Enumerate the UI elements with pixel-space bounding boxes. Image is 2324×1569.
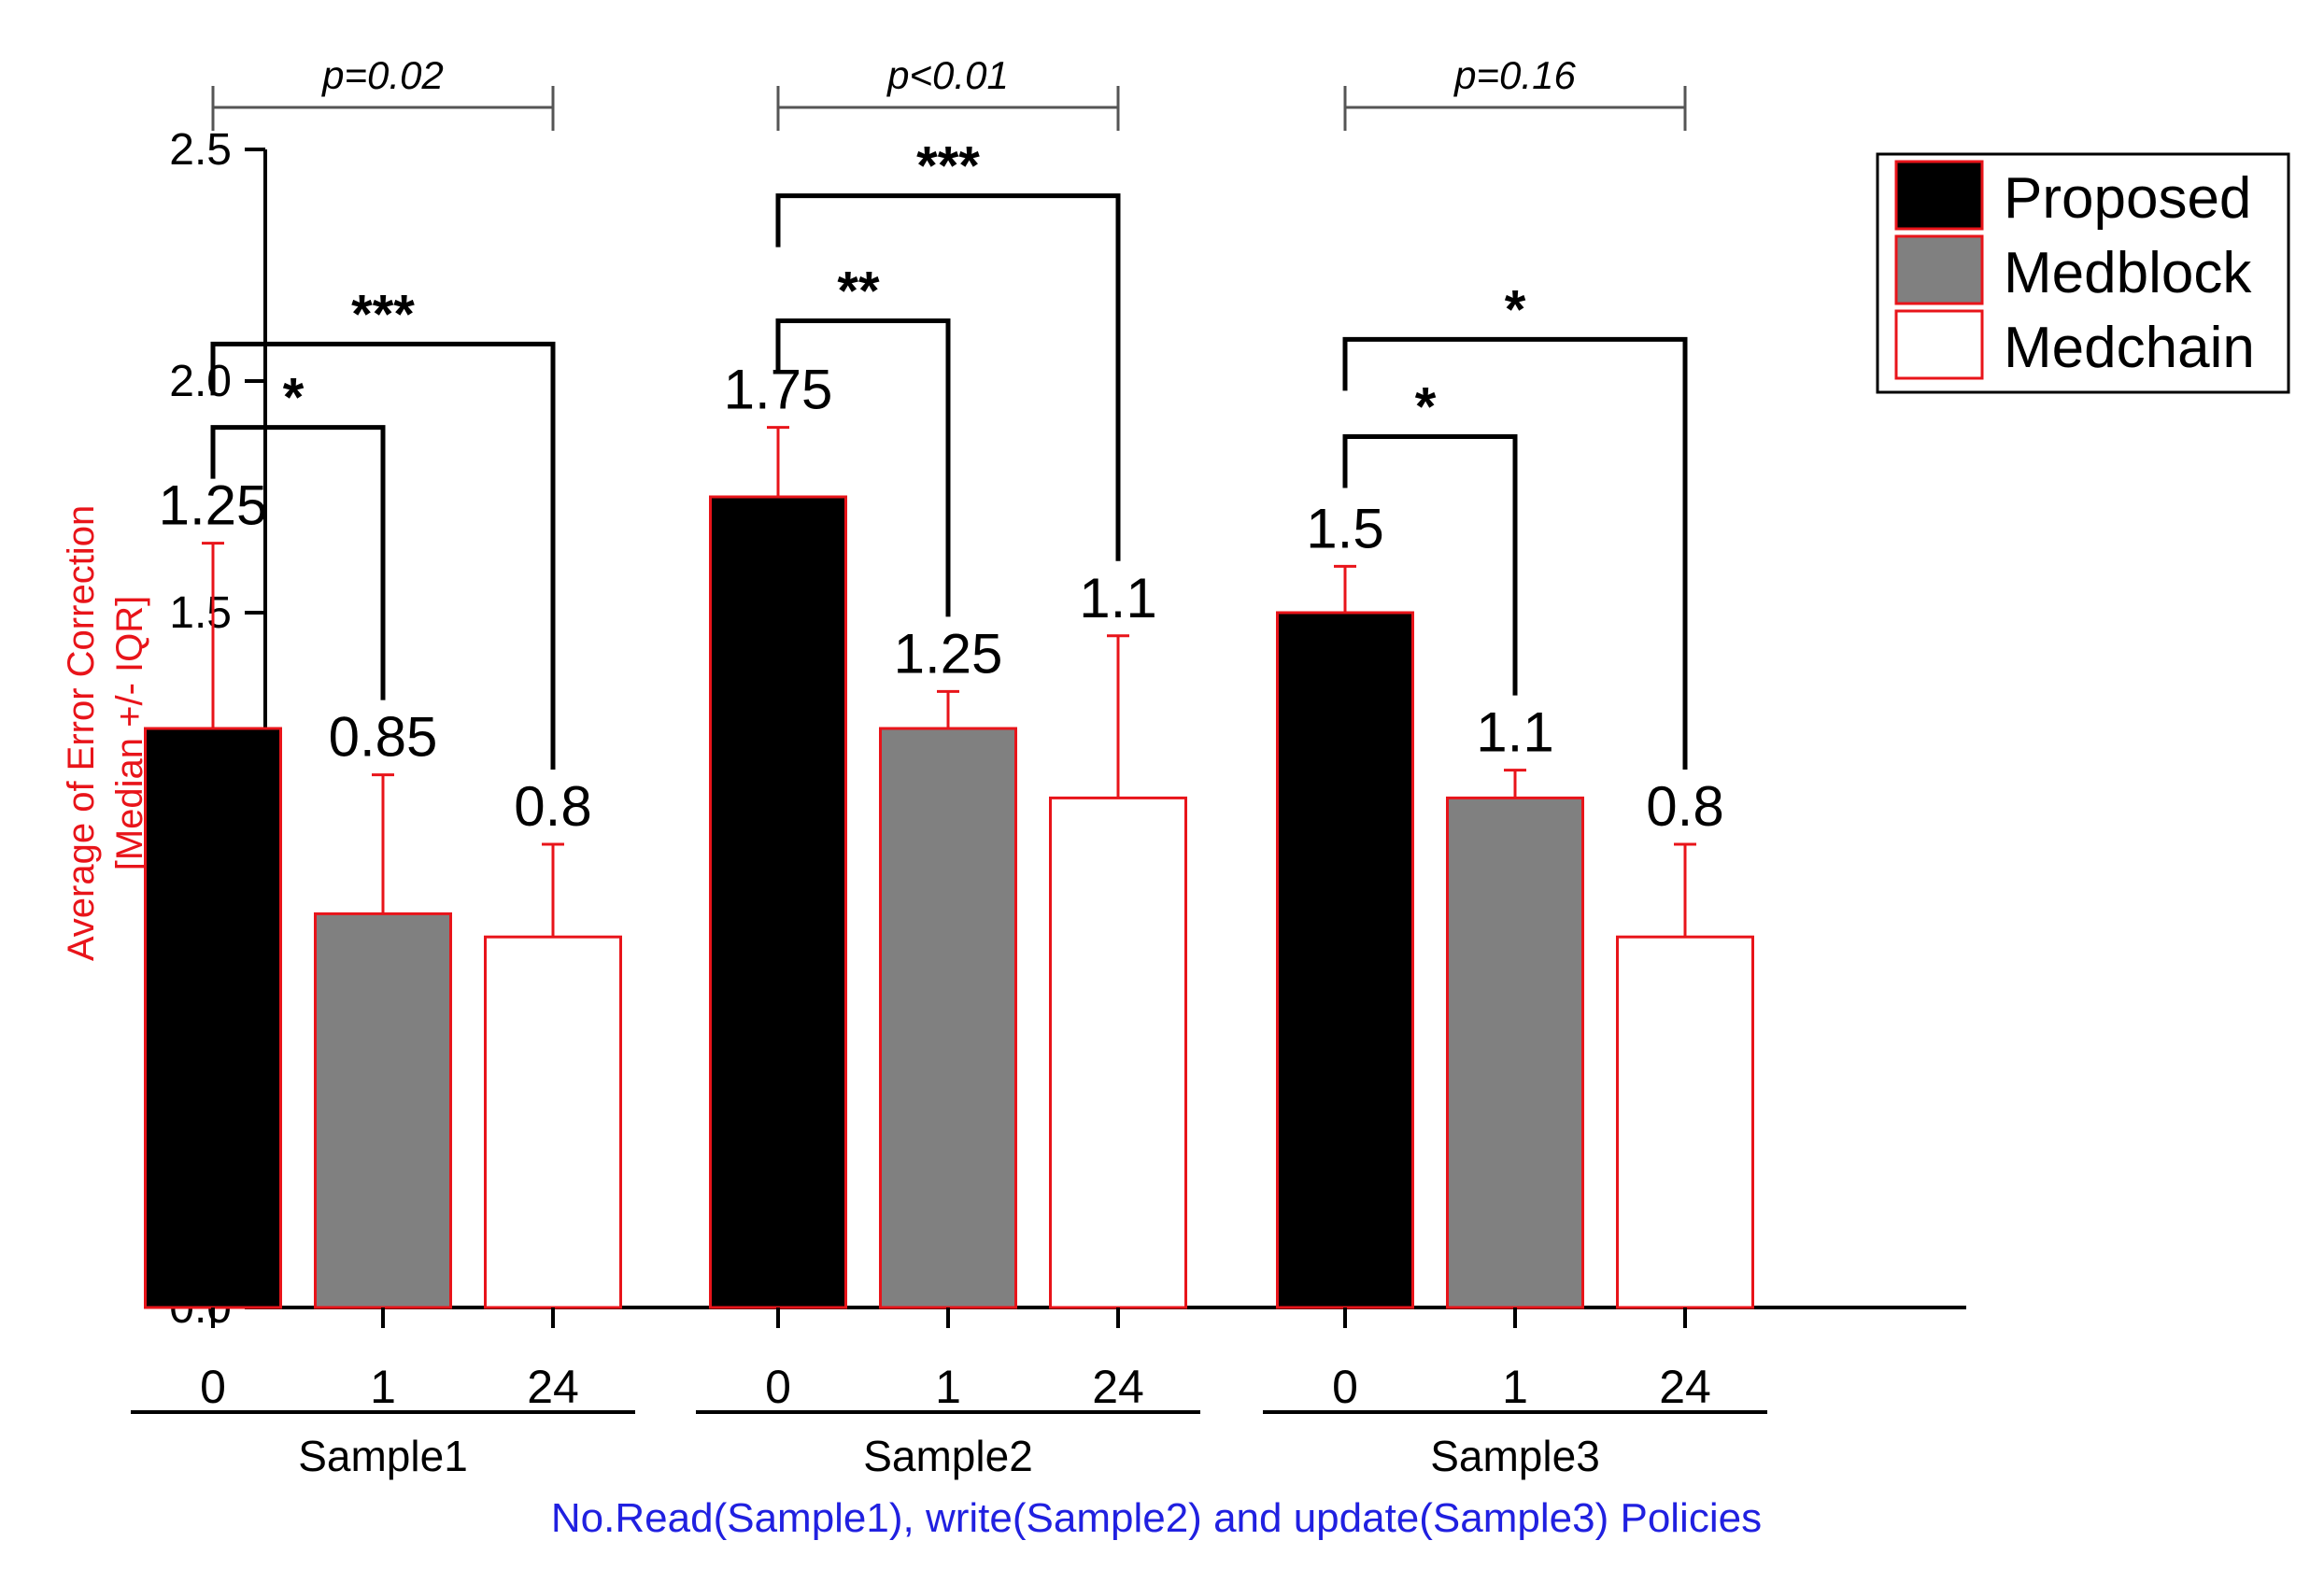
significance-stars: * <box>1505 279 1526 340</box>
bar-medblock-sample1 <box>314 912 452 1309</box>
pvalue-label: p=0.16 <box>1452 53 1576 97</box>
y-tick-label: 2.5 <box>169 125 232 175</box>
significance-stars: ** <box>837 262 880 322</box>
bar-proposed-sample2 <box>709 495 847 1309</box>
y-axis-label-sub: [Median +/- IQR] <box>109 596 150 871</box>
x-axis-label: No.Read(Sample1), write(Sample2) and upd… <box>551 1495 1762 1541</box>
y-axis-label: Average of Error Correction <box>61 505 102 961</box>
group-label: Sample1 <box>298 1432 468 1480</box>
significance-stars: *** <box>916 136 980 197</box>
bar-medblock-sample2 <box>879 727 1017 1309</box>
x-category-label: 0 <box>1332 1361 1358 1413</box>
data-label: 1.5 <box>1306 497 1383 559</box>
data-label: 0.8 <box>514 775 591 838</box>
y-tick-label: 1.5 <box>169 588 232 638</box>
data-label: 1.1 <box>1079 567 1156 629</box>
x-category-label: 1 <box>370 1361 396 1413</box>
significance-stars: *** <box>351 284 415 345</box>
pvalue-label: p<0.01 <box>886 53 1009 97</box>
legend-swatch-medblock <box>1894 234 1984 305</box>
legend-swatch-proposed <box>1894 160 1984 231</box>
data-label: 0.8 <box>1646 775 1723 838</box>
significance-stars: * <box>1415 377 1437 438</box>
legend-swatch-medchain <box>1894 309 1984 380</box>
x-category-label: 24 <box>527 1361 579 1413</box>
data-label: 1.25 <box>894 622 1003 685</box>
pvalue-label: p=0.02 <box>320 53 444 97</box>
bar-medchain-sample1 <box>484 935 622 1309</box>
significance-bracket <box>210 341 556 770</box>
x-category-label: 24 <box>1092 1361 1144 1413</box>
bar-proposed-sample3 <box>1276 611 1414 1309</box>
x-category-label: 0 <box>200 1361 226 1413</box>
legend-label: Medchain <box>2004 316 2255 380</box>
significance-bracket <box>775 193 1121 561</box>
legend-label: Proposed <box>2004 166 2251 231</box>
bar-medchain-sample3 <box>1616 935 1754 1309</box>
group-label: Sample2 <box>863 1432 1033 1480</box>
x-category-label: 1 <box>1502 1361 1528 1413</box>
data-label: 1.1 <box>1476 701 1553 764</box>
bar-proposed-sample1 <box>144 727 282 1309</box>
x-category-label: 1 <box>935 1361 961 1413</box>
data-label: 0.85 <box>329 706 438 769</box>
significance-bracket <box>775 318 951 617</box>
bar-medblock-sample3 <box>1446 796 1584 1309</box>
legend-label: Medblock <box>2004 241 2252 305</box>
data-label: 1.25 <box>159 474 268 537</box>
x-category-label: 24 <box>1659 1361 1711 1413</box>
x-category-label: 0 <box>765 1361 791 1413</box>
significance-stars: * <box>283 368 305 429</box>
significance-bracket <box>1342 336 1688 770</box>
significance-bracket <box>210 425 386 700</box>
bar-medchain-sample2 <box>1049 796 1187 1309</box>
y-tick-label: 2.0 <box>169 357 232 406</box>
significance-bracket <box>1342 434 1518 696</box>
group-label: Sample3 <box>1430 1432 1600 1480</box>
